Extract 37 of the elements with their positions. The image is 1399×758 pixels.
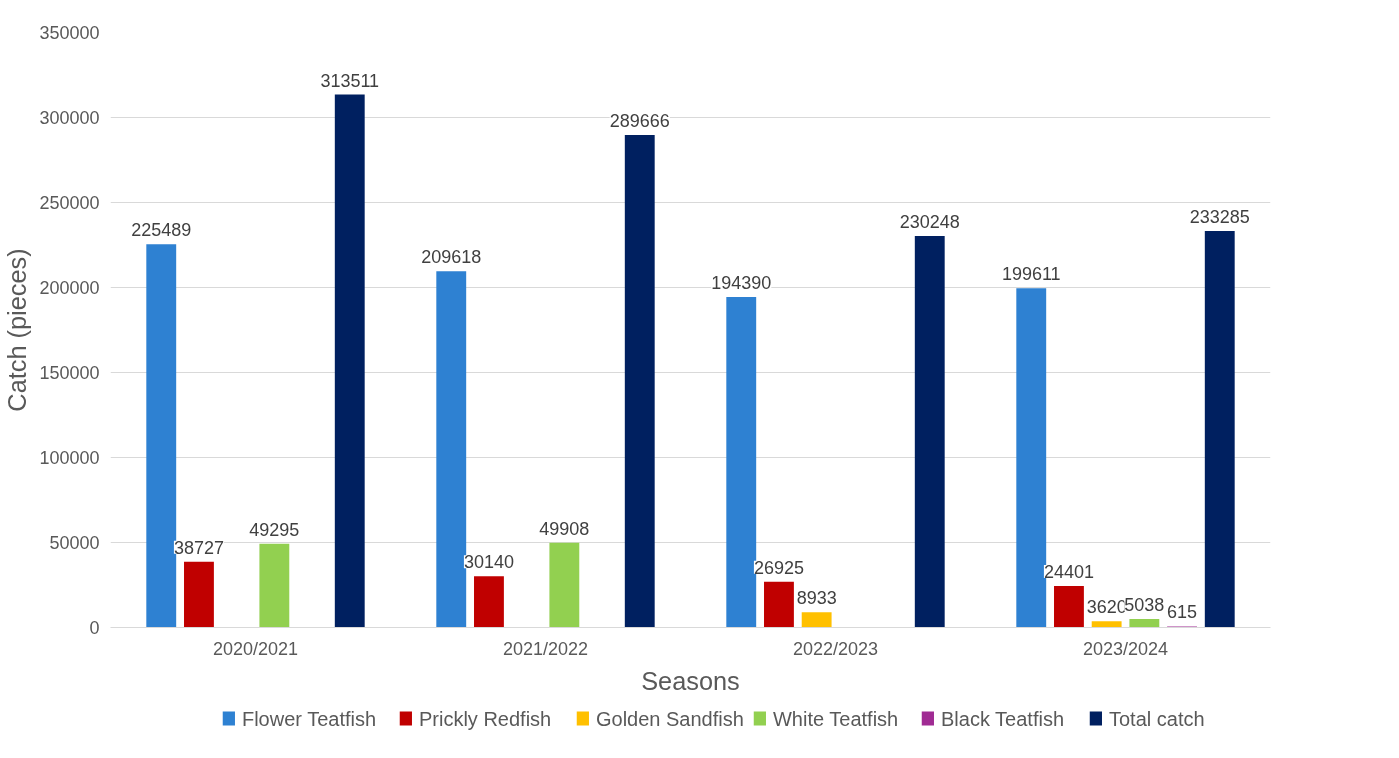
y-tick-label: 350000	[39, 23, 100, 43]
data-label: 38727	[173, 537, 224, 558]
y-tick-label: 0	[89, 618, 100, 638]
data-label: 199611	[1001, 264, 1061, 285]
y-tick-label: 50000	[49, 533, 100, 553]
legend-label: Golden Sandfish	[595, 707, 744, 730]
data-label: 5038	[1124, 594, 1165, 615]
data-label: 26925	[753, 557, 804, 578]
data-label: 225489	[131, 220, 192, 241]
y-axis-title: Catch (pieces)	[3, 248, 32, 412]
y-tick-label: 300000	[39, 108, 100, 128]
legend-label: Total catch	[1108, 707, 1205, 730]
y-tick-label: 150000	[39, 363, 100, 383]
x-tick-label: 2020/2021	[212, 638, 299, 659]
data-label: 233285	[1189, 206, 1250, 227]
data-label: 289666	[609, 111, 670, 132]
legend-label: Flower Teatfish	[241, 707, 377, 730]
legend-label: Black Teatfish	[940, 707, 1065, 730]
data-label: 194390	[711, 273, 772, 294]
data-label: 30140	[463, 552, 514, 573]
x-tick-label: 2021/2022	[502, 638, 589, 659]
data-label: 230248	[899, 212, 960, 233]
data-label: 313511	[320, 70, 380, 91]
legend-label: Prickly Redfish	[418, 707, 552, 730]
x-tick-label: 2022/2023	[792, 638, 879, 659]
x-tick-label: 2023/2024	[1082, 638, 1169, 659]
data-label: 209618	[421, 247, 482, 268]
data-label: 49908	[539, 518, 590, 539]
data-label: 24401	[1043, 562, 1094, 583]
y-tick-label: 200000	[39, 278, 100, 298]
y-tick-label: 100000	[39, 448, 100, 468]
data-label: 49295	[249, 519, 300, 540]
legend-label: White Teatfish	[772, 707, 899, 730]
data-label: 615	[1167, 602, 1198, 623]
data-label: 8933	[796, 588, 837, 609]
x-axis-title: Seasons	[641, 666, 740, 695]
y-tick-label: 250000	[39, 193, 100, 213]
